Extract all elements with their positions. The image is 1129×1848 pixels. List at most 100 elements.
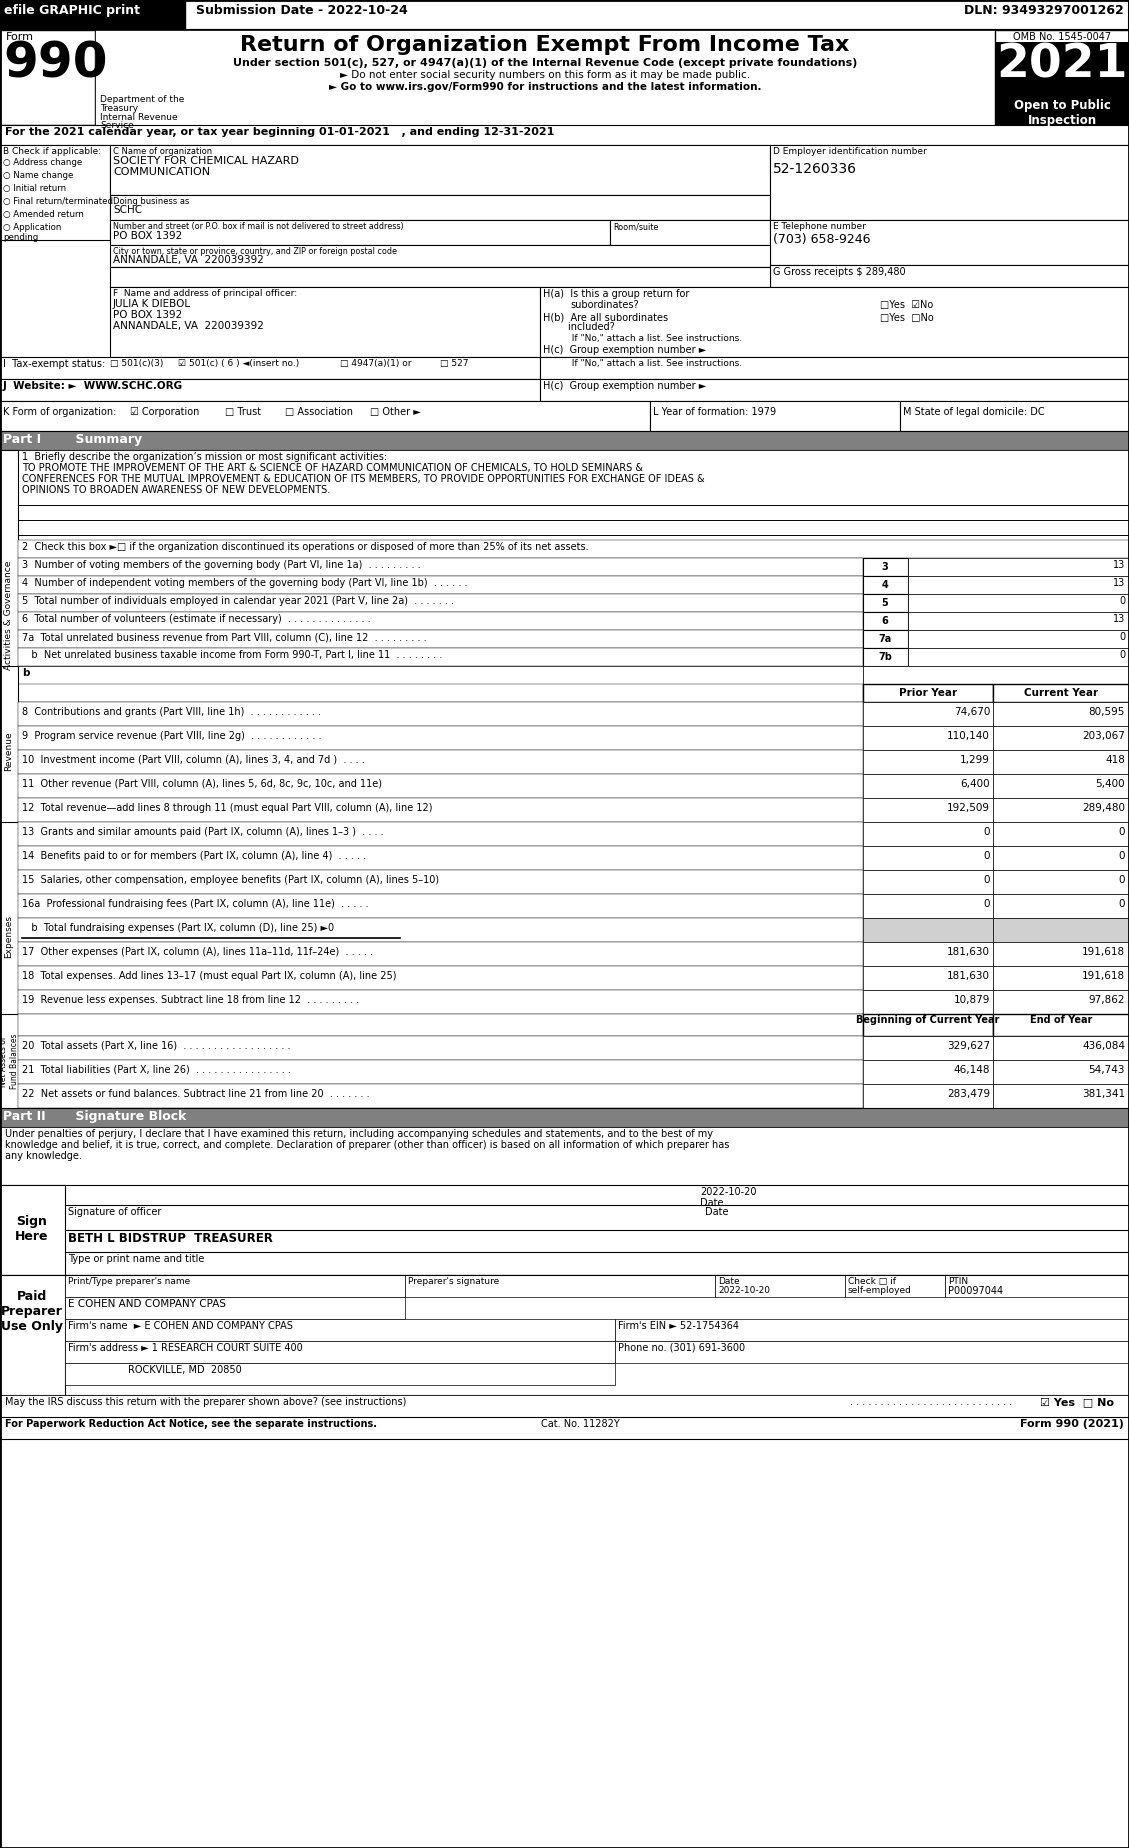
Bar: [18, 750, 863, 774]
Text: 21  Total liabilities (Part X, line 26)  . . . . . . . . . . . . . . . .: 21 Total liabilities (Part X, line 26) .…: [21, 1064, 291, 1076]
Text: Signature of officer: Signature of officer: [68, 1207, 161, 1218]
Bar: [18, 665, 863, 684]
Text: 0: 0: [983, 828, 990, 837]
Bar: [715, 1275, 844, 1297]
Bar: [994, 1037, 1129, 1061]
Bar: [0, 126, 1129, 144]
Bar: [994, 1061, 1129, 1085]
Bar: [65, 1342, 615, 1364]
Text: 6: 6: [882, 615, 889, 626]
Bar: [0, 431, 1129, 451]
Text: □ 527: □ 527: [440, 359, 469, 368]
Text: Form: Form: [6, 31, 34, 43]
Bar: [540, 379, 1129, 401]
Bar: [18, 774, 863, 798]
Bar: [994, 870, 1129, 894]
Text: 289,480: 289,480: [1082, 804, 1124, 813]
Bar: [540, 286, 1129, 357]
Bar: [0, 1185, 1129, 1275]
Text: H(a)  Is this a group return for: H(a) Is this a group return for: [543, 288, 690, 299]
Text: efile GRAPHIC print: efile GRAPHIC print: [5, 4, 140, 17]
Bar: [863, 967, 994, 991]
Text: Date: Date: [700, 1198, 724, 1209]
Text: 5: 5: [882, 599, 889, 608]
Bar: [18, 967, 863, 991]
Text: ○ Name change: ○ Name change: [3, 172, 73, 179]
Bar: [863, 665, 1129, 684]
Bar: [610, 220, 770, 246]
Bar: [863, 649, 908, 665]
Text: any knowledge.: any knowledge.: [5, 1151, 82, 1161]
Text: 13  Grants and similar amounts paid (Part IX, column (A), lines 1–3 )  . . . .: 13 Grants and similar amounts paid (Part…: [21, 828, 384, 837]
Bar: [0, 451, 18, 780]
Text: 3  Number of voting members of the governing body (Part VI, line 1a)  . . . . . : 3 Number of voting members of the govern…: [21, 560, 421, 569]
Text: 46,148: 46,148: [954, 1064, 990, 1076]
Bar: [18, 649, 863, 665]
Text: Sign
Here: Sign Here: [16, 1214, 49, 1244]
Text: 6,400: 6,400: [961, 780, 990, 789]
Text: ANNANDALE, VA  220039392: ANNANDALE, VA 220039392: [113, 255, 264, 264]
Text: 0: 0: [1119, 650, 1124, 660]
Bar: [95, 30, 995, 126]
Text: ☑ Yes  □ No: ☑ Yes □ No: [1040, 1397, 1114, 1406]
Text: P00097044: P00097044: [948, 1286, 1004, 1295]
Text: 22  Net assets or fund balances. Subtract line 21 from line 20  . . . . . . .: 22 Net assets or fund balances. Subtract…: [21, 1088, 369, 1100]
Bar: [18, 1037, 863, 1061]
Text: For Paperwork Reduction Act Notice, see the separate instructions.: For Paperwork Reduction Act Notice, see …: [5, 1419, 377, 1429]
Text: ○ Application
pending: ○ Application pending: [3, 224, 61, 242]
Bar: [18, 684, 863, 702]
Text: If "No," attach a list. See instructions.: If "No," attach a list. See instructions…: [543, 359, 742, 368]
Bar: [110, 220, 610, 246]
Text: 0: 0: [1119, 898, 1124, 909]
Text: Doing business as: Doing business as: [113, 198, 190, 205]
Text: included?: included?: [543, 322, 615, 333]
Text: 1  Briefly describe the organization’s mission or most significant activities:: 1 Briefly describe the organization’s mi…: [21, 453, 387, 462]
Bar: [994, 726, 1129, 750]
Bar: [18, 593, 863, 612]
Text: JULIA K DIEBOL: JULIA K DIEBOL: [113, 299, 191, 309]
Bar: [994, 684, 1129, 702]
Text: b: b: [21, 667, 29, 678]
Text: G Gross receipts $ 289,480: G Gross receipts $ 289,480: [773, 266, 905, 277]
Bar: [65, 1297, 405, 1319]
Bar: [994, 822, 1129, 846]
Bar: [615, 1319, 1129, 1342]
Text: BETH L BIDSTRUP  TREASURER: BETH L BIDSTRUP TREASURER: [68, 1233, 273, 1246]
Text: B Check if applicable:: B Check if applicable:: [3, 148, 102, 155]
Bar: [18, 558, 863, 577]
Text: Paid
Preparer
Use Only: Paid Preparer Use Only: [1, 1290, 63, 1332]
Text: 0: 0: [983, 850, 990, 861]
Text: 74,670: 74,670: [954, 708, 990, 717]
Bar: [0, 357, 540, 379]
Bar: [908, 577, 1129, 593]
Bar: [18, 1015, 863, 1037]
Text: 18  Total expenses. Add lines 13–17 (must equal Part IX, column (A), line 25): 18 Total expenses. Add lines 13–17 (must…: [21, 970, 396, 981]
Text: Number and street (or P.O. box if mail is not delivered to street address): Number and street (or P.O. box if mail i…: [113, 222, 404, 231]
Text: 381,341: 381,341: [1082, 1088, 1124, 1100]
Bar: [0, 1275, 65, 1395]
Bar: [995, 96, 1129, 126]
Text: L Year of formation: 1979: L Year of formation: 1979: [653, 407, 776, 418]
Bar: [994, 846, 1129, 870]
Text: 3: 3: [882, 562, 889, 573]
Text: Firm's name  ► E COHEN AND COMPANY CPAS: Firm's name ► E COHEN AND COMPANY CPAS: [68, 1321, 292, 1331]
Text: Date: Date: [718, 1277, 739, 1286]
Bar: [540, 357, 1129, 379]
Bar: [18, 822, 863, 846]
Bar: [995, 30, 1129, 126]
Bar: [18, 451, 1129, 540]
Text: Expenses: Expenses: [5, 915, 14, 959]
Bar: [863, 1015, 994, 1037]
Text: 4: 4: [882, 580, 889, 590]
Text: ○ Final return/terminated: ○ Final return/terminated: [3, 198, 113, 205]
Text: ► Go to www.irs.gov/Form990 for instructions and the latest information.: ► Go to www.irs.gov/Form990 for instruct…: [329, 81, 761, 92]
Text: □ 4947(a)(1) or: □ 4947(a)(1) or: [340, 359, 411, 368]
Bar: [863, 558, 908, 577]
Text: H(b)  Are all subordinates: H(b) Are all subordinates: [543, 312, 668, 323]
Bar: [908, 612, 1129, 630]
Bar: [994, 942, 1129, 967]
Bar: [18, 612, 863, 630]
Bar: [863, 750, 994, 774]
Text: 329,627: 329,627: [947, 1040, 990, 1052]
Bar: [994, 991, 1129, 1015]
